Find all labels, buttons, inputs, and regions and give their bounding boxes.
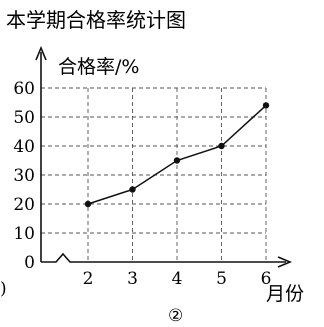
data-point — [218, 142, 225, 150]
y-tick-label: 20 — [13, 195, 35, 215]
y-axis-label: 合格率/% — [58, 56, 139, 78]
y-tick-label: 30 — [13, 166, 35, 186]
y-tick-label: 0 — [24, 253, 35, 273]
x-tick-label: 5 — [216, 269, 227, 289]
y-tick-label: 40 — [13, 137, 35, 157]
axes — [35, 45, 293, 268]
data-point — [262, 102, 270, 109]
y-tick-label: 10 — [13, 224, 35, 244]
chart-title: 本学期合格率统计图 — [6, 8, 186, 32]
y-tick-label: 60 — [13, 79, 35, 99]
y-tick-label: 50 — [13, 108, 35, 128]
x-tick-label: 6 — [261, 269, 272, 289]
x-tick-label: 4 — [172, 269, 183, 289]
series — [84, 102, 270, 208]
grid — [41, 87, 267, 262]
figure-caption: ② — [168, 306, 183, 326]
data-point — [84, 200, 92, 208]
x-axis-label: 月份 — [266, 283, 304, 305]
x-axis — [41, 252, 286, 263]
y-axis-arrow — [35, 45, 47, 61]
data-point — [129, 186, 136, 193]
x-axis-arrow — [277, 256, 293, 268]
x-tick-label: 2 — [83, 269, 94, 289]
edge-mark: ) — [0, 279, 7, 299]
x-tick-label: 3 — [127, 269, 138, 289]
data-point — [173, 157, 181, 164]
